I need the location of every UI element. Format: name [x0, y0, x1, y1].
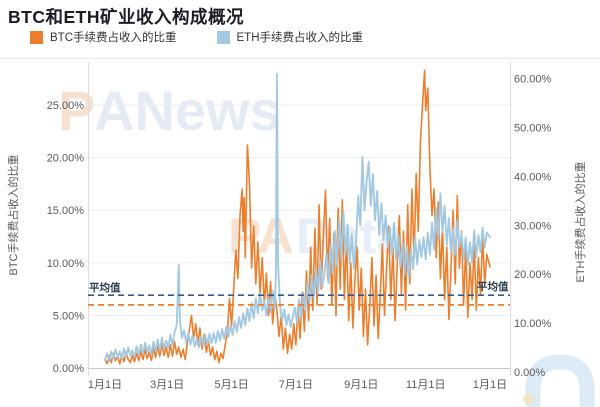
- legend-item-eth: ETH手续费占收入的比重: [216, 29, 364, 45]
- average-label-left: 平均值: [89, 281, 121, 294]
- eth-line-series: [104, 72, 491, 363]
- legend-separator: [0, 58, 600, 59]
- legend-item-btc: BTC手续费占收入的比重: [30, 29, 177, 45]
- right-axis-tick-label: 40.00%: [514, 171, 552, 183]
- x-axis-tick-label: 1月1日: [88, 379, 122, 391]
- x-axis-tick-label: 9月1日: [344, 379, 378, 391]
- btc-line-series: [104, 69, 491, 365]
- average-label-right: 平均值: [477, 280, 509, 293]
- left-axis-tick-label: 10.00%: [47, 258, 85, 270]
- watermark-panews-p: P: [58, 79, 95, 142]
- right-axis-tick-label: 0.00%: [514, 367, 545, 379]
- page-title: BTC和ETH矿业收入构成概况: [8, 7, 244, 27]
- series-lines: [104, 69, 491, 365]
- btc-series-swatch: [30, 30, 43, 44]
- right-axis-tick-label: 50.00%: [514, 123, 552, 135]
- right-axis-tick-label: 30.00%: [514, 220, 552, 232]
- chart-legend: BTC手续费占收入的比重 ETH手续费占收入的比重: [30, 29, 363, 45]
- watermark-padata-pa: PA: [228, 208, 294, 264]
- left-axis-tick-label: 15.00%: [47, 205, 85, 217]
- legend-label-btc: BTC手续费占收入的比重: [50, 32, 177, 44]
- x-axis-tick-label: 5月1日: [214, 379, 248, 391]
- watermark-logo-dot: [523, 394, 535, 404]
- left-axis-tick-label: 20.00%: [47, 153, 85, 165]
- x-axis-tick-label: 7月1日: [279, 379, 313, 391]
- legend-label-eth: ETH手续费占收入的比重: [236, 32, 364, 44]
- left-axis-tick-label: 0.00%: [53, 363, 84, 375]
- right-axis-title: ETH手续费占收入的比重: [573, 162, 587, 283]
- axes: [88, 62, 511, 376]
- eth-series-swatch: [216, 30, 230, 44]
- average-lines: [88, 294, 510, 306]
- watermark-logo-arch: [525, 354, 595, 407]
- right-axis-tick-label: 20.00%: [514, 269, 552, 281]
- tick-labels: 0.00% 5.00% 10.00% 15.00% 20.00% 25.00% 0.00% 1…: [47, 74, 552, 391]
- left-axis-tick-label: 5.00%: [53, 310, 84, 322]
- right-axis-tick-label: 60.00%: [514, 74, 552, 86]
- x-axis-tick-label: 3月1日: [150, 379, 184, 391]
- left-axis-title: BTC手续费占收入的比重: [6, 155, 20, 276]
- x-axis-tick-label: 11月1日: [406, 379, 446, 391]
- watermark-panews-rest: ANews: [94, 79, 281, 142]
- x-axis-tick-label: 1月1日: [473, 379, 507, 391]
- left-axis-tick-label: 25.00%: [47, 100, 85, 112]
- right-axis-tick-label: 10.00%: [514, 318, 552, 330]
